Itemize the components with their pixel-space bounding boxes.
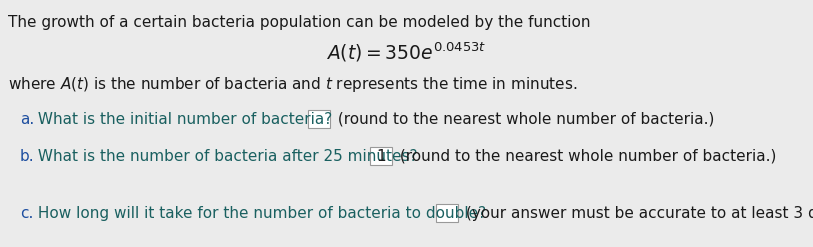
Text: How long will it take for the number of bacteria to double?: How long will it take for the number of … xyxy=(33,206,486,221)
Text: (round to the nearest whole number of bacteria.): (round to the nearest whole number of ba… xyxy=(333,111,715,126)
Text: What is the number of bacteria after 25 minutes?: What is the number of bacteria after 25 … xyxy=(33,148,418,164)
Text: b.: b. xyxy=(20,148,35,164)
Text: 1: 1 xyxy=(376,148,386,164)
Text: What is the initial number of bacteria?: What is the initial number of bacteria? xyxy=(33,111,333,126)
Text: $A(t) = 350e^{0.0453t}$: $A(t) = 350e^{0.0453t}$ xyxy=(326,40,487,64)
Text: a.: a. xyxy=(20,111,34,126)
Text: (your answer must be accurate to at least 3 decimal places.): (your answer must be accurate to at leas… xyxy=(461,206,813,221)
FancyBboxPatch shape xyxy=(436,204,458,222)
Text: c.: c. xyxy=(20,206,33,221)
Text: (round to the nearest whole number of bacteria.): (round to the nearest whole number of ba… xyxy=(395,148,776,164)
Text: where $A(t)$ is the number of bacteria and $t$ represents the time in minutes.: where $A(t)$ is the number of bacteria a… xyxy=(8,75,577,94)
FancyBboxPatch shape xyxy=(370,147,392,165)
Text: The growth of a certain bacteria population can be modeled by the function: The growth of a certain bacteria populat… xyxy=(8,15,590,30)
FancyBboxPatch shape xyxy=(308,110,330,128)
